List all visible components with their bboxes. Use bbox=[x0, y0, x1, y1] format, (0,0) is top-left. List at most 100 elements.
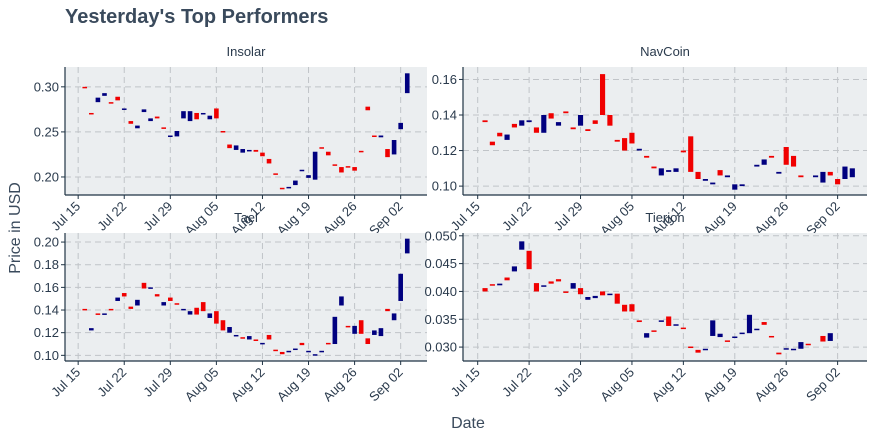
candle-decreasing bbox=[614, 139, 620, 142]
candle-decreasing bbox=[651, 166, 657, 169]
candle-decreasing bbox=[273, 173, 278, 175]
candle-decreasing bbox=[141, 282, 147, 289]
panel-tael: 0.10 0.12 0.14 0.16 0.18 0.20 Jul 15 Jul 22 Jul … bbox=[34, 210, 427, 404]
candle-increasing bbox=[404, 238, 410, 254]
candle-decreasing bbox=[599, 291, 606, 296]
candle-decreasing bbox=[680, 150, 686, 153]
candle-decreasing bbox=[89, 112, 94, 115]
candle-decreasing bbox=[629, 132, 635, 144]
candle-decreasing bbox=[82, 308, 88, 311]
candle-increasing bbox=[95, 97, 101, 103]
candle-increasing bbox=[339, 296, 344, 306]
candle-decreasing bbox=[154, 294, 160, 297]
candle-increasing bbox=[519, 241, 525, 250]
candle-decreasing bbox=[128, 306, 134, 309]
x-tick-label: Aug 19 bbox=[274, 199, 314, 239]
candle-decreasing bbox=[352, 167, 357, 171]
candle-decreasing bbox=[533, 127, 540, 133]
candle-increasing bbox=[732, 184, 738, 190]
candle-decreasing bbox=[563, 111, 569, 114]
candle-decreasing bbox=[548, 281, 554, 284]
candle-decreasing bbox=[629, 304, 635, 312]
candle-increasing bbox=[702, 179, 708, 181]
candle-decreasing bbox=[614, 293, 620, 304]
x-tick-label: Jul 29 bbox=[551, 199, 586, 234]
candle-increasing bbox=[174, 131, 180, 137]
candle-decreasing bbox=[497, 132, 503, 137]
candle-increasing bbox=[187, 311, 193, 315]
candle-increasing bbox=[260, 342, 265, 345]
candle-increasing bbox=[702, 348, 708, 351]
candle-increasing bbox=[636, 148, 642, 151]
candle-decreasing bbox=[168, 297, 173, 301]
panel-title: Tierion bbox=[645, 210, 684, 225]
x-tick-label: Aug 19 bbox=[700, 365, 740, 405]
panel-background bbox=[463, 233, 867, 361]
candle-increasing bbox=[761, 159, 767, 165]
candle-decreasing bbox=[724, 340, 731, 342]
candle-increasing bbox=[607, 293, 613, 296]
candle-increasing bbox=[555, 122, 562, 126]
candle-decreasing bbox=[482, 288, 488, 292]
candle-decreasing bbox=[489, 141, 495, 146]
candle-increasing bbox=[391, 313, 397, 321]
panel-title: NavCoin bbox=[640, 44, 690, 59]
y-tick-label: 0.035 bbox=[424, 312, 457, 327]
x-tick-label: Jul 22 bbox=[499, 365, 534, 400]
candle-decreasing bbox=[227, 144, 232, 149]
y-tick-label: 0.16 bbox=[432, 72, 457, 87]
candle-decreasing bbox=[253, 339, 259, 341]
candle-decreasing bbox=[570, 127, 576, 130]
candle-decreasing bbox=[622, 304, 628, 312]
candle-decreasing bbox=[585, 129, 591, 131]
panel-background bbox=[65, 233, 427, 361]
candle-increasing bbox=[798, 342, 804, 349]
candle-decreasing bbox=[319, 147, 324, 149]
candle-increasing bbox=[312, 151, 318, 180]
candle-decreasing bbox=[688, 346, 694, 349]
candle-increasing bbox=[497, 283, 503, 286]
candle-decreasing bbox=[511, 123, 517, 128]
candle-decreasing bbox=[666, 316, 672, 326]
candle-decreasing bbox=[820, 335, 826, 342]
y-tick-label: 0.12 bbox=[432, 143, 457, 158]
y-tick-label: 0.030 bbox=[424, 340, 457, 355]
x-tick-label: Sep 02 bbox=[803, 365, 843, 405]
candle-increasing bbox=[135, 125, 140, 129]
candle-increasing bbox=[504, 134, 510, 140]
candle-increasing bbox=[148, 287, 153, 289]
candle-increasing bbox=[148, 118, 153, 122]
candle-decreasing bbox=[220, 320, 226, 331]
candle-decreasing bbox=[533, 283, 540, 292]
candle-increasing bbox=[790, 348, 797, 351]
candle-decreasing bbox=[345, 325, 351, 328]
candle-decreasing bbox=[636, 320, 642, 323]
panel-title: Tael bbox=[234, 210, 258, 225]
candle-decreasing bbox=[240, 337, 246, 339]
candle-increasing bbox=[710, 182, 716, 185]
candle-increasing bbox=[168, 135, 173, 138]
candle-decreasing bbox=[121, 293, 127, 297]
candle-increasing bbox=[827, 333, 833, 341]
candle-increasing bbox=[293, 348, 298, 351]
candle-increasing bbox=[644, 333, 650, 338]
candle-increasing bbox=[207, 115, 213, 120]
candle-increasing bbox=[121, 108, 127, 110]
x-tick-label: Jul 15 bbox=[448, 365, 483, 400]
x-tick-label: Aug 19 bbox=[274, 365, 314, 405]
candle-increasing bbox=[592, 295, 598, 299]
candle-decreasing bbox=[345, 166, 351, 168]
candle-decreasing bbox=[599, 74, 606, 115]
candle-increasing bbox=[200, 112, 206, 115]
candle-increasing bbox=[658, 320, 664, 322]
candle-decreasing bbox=[358, 150, 364, 153]
x-tick-label: Aug 12 bbox=[649, 365, 689, 405]
x-tick-label: Aug 12 bbox=[228, 365, 268, 405]
candle-increasing bbox=[746, 314, 753, 334]
candle-increasing bbox=[372, 330, 377, 335]
candle-increasing bbox=[299, 169, 305, 172]
candle-decreasing bbox=[200, 302, 206, 312]
candle-decreasing bbox=[555, 279, 562, 282]
candle-increasing bbox=[585, 297, 591, 300]
